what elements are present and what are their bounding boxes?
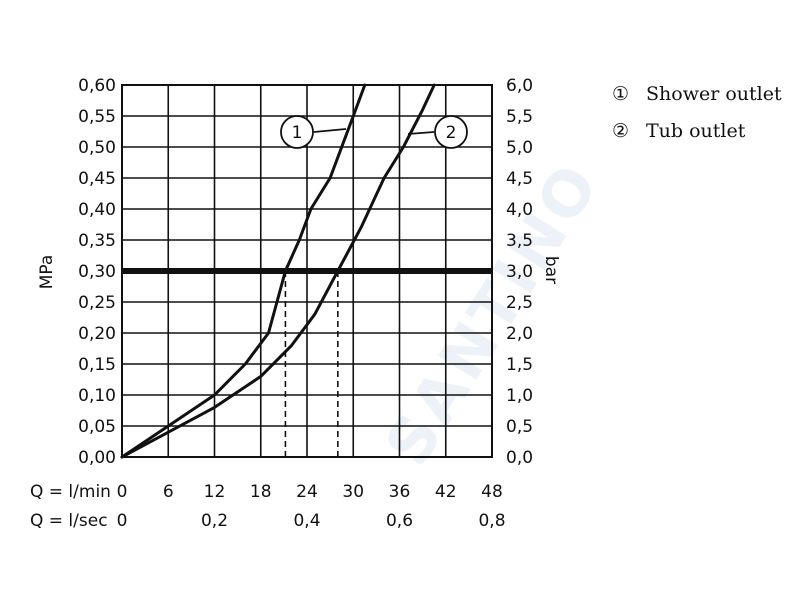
plot-frame	[121, 84, 493, 458]
legend: ① Shower outlet ② Tub outlet	[612, 83, 782, 142]
x-tick-label-lsec: 0,6	[386, 511, 413, 531]
y-right-tick-label: 4,5	[506, 169, 533, 189]
y-axis-title-right: bar	[541, 256, 561, 284]
x-tick-label-lmin: 6	[163, 482, 174, 502]
x-tick-label-lsec: 0,8	[478, 511, 505, 531]
y-right-tick-label: 0,0	[506, 448, 533, 468]
y-left-tick-label: 0,50	[78, 138, 116, 158]
y-left-tick-label: 0,60	[78, 76, 116, 96]
x-tick-label-lmin: 18	[250, 482, 272, 502]
x-tick-label-lsec: 0,4	[293, 511, 320, 531]
y-right-tick-label: 2,5	[506, 293, 533, 313]
x-axis-label-lmin: Q = l/min	[30, 482, 111, 502]
x-axis-label-lsec: Q = l/sec	[30, 511, 108, 531]
y-left-tick-label: 0,00	[78, 448, 116, 468]
curve-series-2	[120, 83, 436, 459]
x-tick-labels: 0 6 12 18 24 30 36 42 48 0 0,2 0,4 0,6 0,8	[117, 482, 506, 531]
callout-leader-2	[407, 131, 435, 135]
y-axis-title-left: MPa	[37, 255, 57, 290]
y-right-tick-label: 5,0	[506, 138, 533, 158]
y-left-tick-label: 0,10	[78, 386, 116, 406]
y-left-tick-label: 0,55	[78, 107, 116, 127]
x-tick-label-lmin: 36	[389, 482, 411, 502]
legend-marker-1: ①	[612, 83, 629, 105]
y-right-tick-label: 5,5	[506, 107, 533, 127]
legend-label-1: Shower outlet	[646, 83, 782, 105]
curve-series-1	[120, 83, 367, 459]
callout-circle-1	[280, 115, 314, 149]
y-left-tick-label: 0,15	[78, 355, 116, 375]
y-right-tick-label: 4,0	[506, 200, 533, 220]
y-right-tick-labels: 0,0 0,5 1,0 1,5 2,0 2,5 3,0 3,5 4,0 4,5 5,0 5,5 6,0	[506, 76, 533, 468]
y-left-tick-label: 0,35	[78, 231, 116, 251]
x-tick-label-lsec: 0	[117, 511, 128, 531]
y-right-tick-label: 1,0	[506, 386, 533, 406]
y-left-tick-label: 0,05	[78, 417, 116, 437]
x-tick-label-lmin: 30	[342, 482, 364, 502]
y-right-tick-label: 1,5	[506, 355, 533, 375]
y-left-tick-label: 0,25	[78, 293, 116, 313]
legend-marker-2: ②	[612, 120, 629, 142]
x-tick-label-lmin: 48	[481, 482, 503, 502]
y-left-tick-label: 0,45	[78, 169, 116, 189]
plot-border	[121, 84, 493, 458]
y-left-tick-label: 0,30	[78, 262, 116, 282]
dashed-markers-group	[284, 271, 339, 457]
x-tick-label-lsec: 0,2	[201, 511, 228, 531]
callout-number-1: 1	[292, 123, 303, 143]
x-tick-label-lmin: 24	[296, 482, 318, 502]
callout-circle-2	[434, 115, 468, 149]
y-left-tick-label: 0,20	[78, 324, 116, 344]
y-right-tick-label: 3,5	[506, 231, 533, 251]
y-left-tick-labels: 0,00 0,05 0,10 0,15 0,20 0,25 0,30 0,35 0,40 0,45…	[78, 76, 116, 468]
curves-group	[120, 83, 436, 459]
x-tick-label-lmin: 12	[204, 482, 226, 502]
callout-number-2: 2	[446, 123, 457, 143]
y-right-tick-label: 6,0	[506, 76, 533, 96]
x-tick-label-lmin: 42	[435, 482, 457, 502]
legend-label-2: Tub outlet	[646, 120, 746, 142]
y-right-tick-label: 2,0	[506, 324, 533, 344]
y-right-tick-label: 0,5	[506, 417, 533, 437]
y-left-tick-label: 0,40	[78, 200, 116, 220]
callout-leader-1	[313, 128, 347, 133]
y-right-tick-label: 3,0	[506, 262, 533, 282]
x-tick-label-lmin: 0	[117, 482, 128, 502]
